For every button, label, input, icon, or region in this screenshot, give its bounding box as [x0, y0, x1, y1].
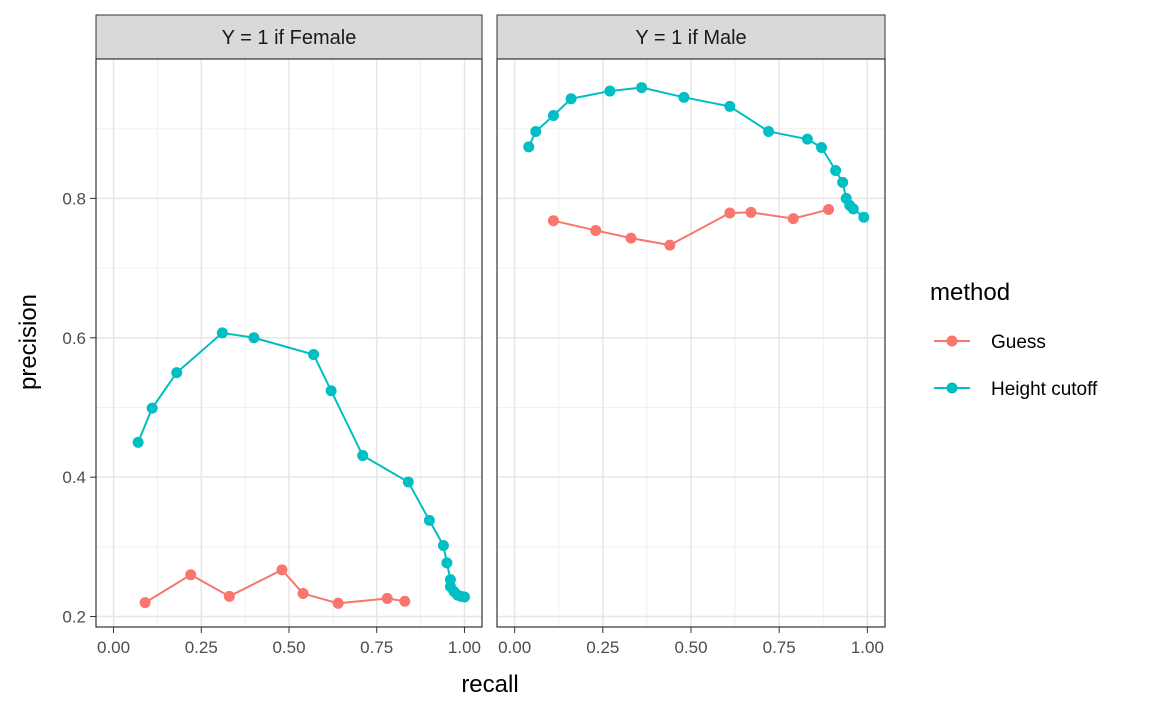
data-point-height-cutoff [423, 514, 435, 526]
x-tick-label: 0.00 [97, 638, 130, 657]
data-point-guess [276, 564, 288, 576]
facet-strip-y-1-if-male [496, 14, 886, 60]
data-point-guess [787, 213, 799, 225]
data-point-height-cutoff [441, 557, 453, 569]
data-point-height-cutoff [132, 436, 144, 448]
x-tick-label: 1.00 [851, 638, 884, 657]
data-point-height-cutoff [547, 109, 559, 121]
data-point-height-cutoff [357, 450, 369, 462]
data-point-height-cutoff [837, 176, 849, 188]
series-line-guess [553, 208, 829, 247]
legend: method Guess Height cutoff [930, 279, 1098, 400]
x-tick-label: 0.25 [586, 638, 619, 657]
y-tick-label: 0.4 [62, 468, 86, 487]
data-point-guess [625, 232, 637, 244]
data-point-height-cutoff [678, 91, 690, 103]
data-point-guess [745, 206, 757, 218]
data-point-height-cutoff [308, 348, 320, 360]
data-point-height-cutoff [565, 93, 577, 105]
facet-strip-y-1-if-female [95, 14, 483, 60]
facet-panels: Y = 1 if Female 0.00 0.25 0.50 0.75 1.00 0.2 0.… [62, 14, 886, 657]
legend-title: method [930, 279, 1010, 306]
data-point-guess [332, 597, 344, 609]
legend-label-height-cutoff: Height cutoff [991, 379, 1098, 400]
data-point-guess [547, 215, 559, 227]
data-point-guess [185, 569, 197, 581]
data-point-guess [590, 224, 602, 236]
data-point-height-cutoff [171, 367, 183, 379]
data-point-height-cutoff [816, 142, 828, 154]
x-tick-label: 0.75 [360, 638, 393, 657]
data-point-guess [297, 588, 309, 600]
x-tick-label: 0.25 [185, 638, 218, 657]
facet-y-1-if-female: Y = 1 if Female 0.00 0.25 0.50 0.75 1.00 0.2 0.… [62, 14, 483, 657]
data-point-height-cutoff [437, 539, 449, 551]
data-point-height-cutoff [763, 125, 775, 137]
data-point-guess [139, 597, 151, 609]
y-tick-label: 0.8 [62, 189, 86, 208]
facet-strip-label-y-1-if-male: Y = 1 if Male [635, 27, 746, 49]
legend-item-guess: Guess [934, 332, 1046, 353]
x-tick-label: 0.00 [498, 638, 531, 657]
data-point-height-cutoff [146, 402, 158, 414]
data-point-guess [223, 590, 235, 602]
data-point-height-cutoff [636, 82, 648, 94]
x-tick-label: 0.50 [272, 638, 305, 657]
y-tick-label: 0.6 [62, 329, 86, 348]
y-axis-title: precision [15, 294, 42, 390]
data-point-guess [823, 204, 835, 216]
data-point-height-cutoff [248, 332, 260, 344]
data-point-height-cutoff [530, 125, 542, 137]
data-point-height-cutoff [325, 385, 337, 397]
data-point-guess [664, 239, 676, 251]
legend-key-point-guess [946, 335, 958, 347]
data-point-height-cutoff [830, 165, 842, 177]
data-point-height-cutoff [724, 100, 736, 112]
legend-item-height-cutoff: Height cutoff [934, 379, 1098, 400]
legend-label-guess: Guess [991, 332, 1046, 353]
y-tick-label: 0.2 [62, 608, 86, 627]
data-point-height-cutoff [604, 85, 616, 97]
facet-y-1-if-male: Y = 1 if Male 0.00 0.25 0.50 0.75 1.00 [496, 14, 886, 657]
data-point-height-cutoff [458, 591, 470, 603]
data-point-height-cutoff [858, 211, 870, 223]
data-point-height-cutoff [216, 327, 228, 339]
x-tick-label: 0.50 [674, 638, 707, 657]
data-point-guess [381, 592, 393, 604]
x-axis-title: recall [461, 671, 518, 698]
facet-strip-label-y-1-if-female: Y = 1 if Female [222, 27, 357, 49]
x-tick-label: 0.75 [763, 638, 796, 657]
data-point-height-cutoff [847, 203, 859, 215]
data-point-height-cutoff [402, 476, 414, 488]
data-point-height-cutoff [801, 133, 813, 145]
data-point-guess [399, 595, 411, 607]
series-line-guess [144, 568, 405, 605]
data-point-guess [724, 207, 736, 219]
data-point-height-cutoff [523, 141, 535, 153]
legend-key-point-height-cutoff [946, 382, 958, 394]
x-tick-label: 1.00 [448, 638, 481, 657]
